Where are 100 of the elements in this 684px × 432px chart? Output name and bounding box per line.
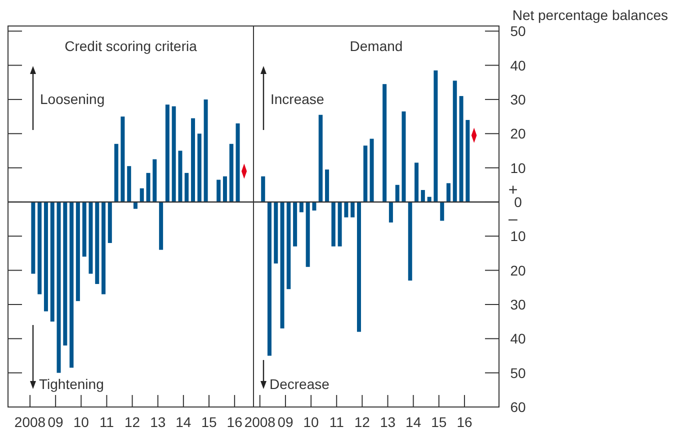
x-tick-label: 2008	[244, 414, 276, 430]
y-tick-label: 30	[510, 296, 526, 312]
y-tick-label: 40	[510, 57, 526, 74]
bar	[312, 202, 316, 211]
x-tick-label: 11	[99, 414, 114, 430]
bar	[76, 202, 80, 302]
bar	[395, 184, 400, 202]
bar	[382, 84, 387, 202]
bar	[191, 118, 196, 202]
bar	[229, 144, 234, 202]
bar	[466, 120, 470, 202]
bar	[363, 146, 368, 202]
bar	[102, 202, 106, 294]
y-tick-label: 50	[510, 364, 526, 381]
text: –	[508, 210, 518, 228]
bar	[338, 202, 342, 246]
bar	[140, 188, 144, 202]
x-tick-label: 15	[201, 414, 217, 430]
bar	[146, 172, 150, 202]
y-tick-label: 40	[510, 330, 526, 347]
y-tick-label: 20	[510, 262, 526, 278]
annotation: Loosening	[40, 91, 105, 107]
y-tick-label: 0	[514, 194, 522, 210]
bar	[44, 202, 48, 312]
bar	[280, 202, 284, 328]
bar	[261, 176, 266, 202]
bar	[408, 202, 412, 281]
annotation: Decrease	[270, 376, 330, 392]
x-tick-label: 11	[329, 414, 344, 430]
y-tick-label: 60	[510, 399, 526, 415]
bar	[414, 162, 419, 202]
bar	[286, 202, 291, 290]
text: Demand	[350, 38, 403, 54]
bar	[184, 172, 189, 202]
bar	[82, 202, 86, 257]
text: Credit scoring criteria	[64, 38, 198, 54]
bar	[222, 176, 227, 202]
y-tick-label: 30	[510, 91, 526, 108]
bar	[331, 202, 336, 246]
bar	[178, 150, 182, 202]
bar	[120, 116, 125, 202]
y-axis-title: Net percentage balances	[512, 7, 668, 23]
bar	[216, 180, 221, 202]
bar	[165, 104, 170, 202]
bar	[293, 202, 298, 246]
bar	[38, 202, 42, 294]
y-tick-label: 20	[510, 126, 526, 142]
annotation: Tightening	[39, 376, 104, 392]
bar	[446, 183, 450, 202]
bar	[420, 190, 425, 202]
bar	[356, 202, 361, 332]
bar	[299, 202, 304, 212]
bar	[440, 202, 444, 221]
bar	[70, 202, 74, 368]
bar	[402, 111, 406, 202]
bar	[63, 202, 68, 346]
bar	[306, 202, 310, 267]
x-tick-label: 15	[431, 414, 447, 430]
x-tick-label: 12	[124, 414, 140, 430]
y-tick-label: 10	[510, 160, 526, 176]
bar	[434, 70, 438, 202]
x-tick-label: 09	[48, 414, 64, 430]
bar	[370, 138, 374, 202]
x-tick-label: 16	[456, 414, 472, 430]
bar	[159, 202, 164, 250]
bar	[31, 202, 36, 274]
bar	[204, 99, 208, 202]
y-tick-label: 50	[510, 23, 526, 40]
bar	[267, 202, 272, 356]
bar	[350, 202, 355, 218]
bar	[318, 114, 323, 202]
x-tick-label: 10	[303, 414, 320, 430]
x-tick-label: 09	[278, 414, 294, 430]
bar	[236, 123, 240, 202]
x-tick-label: 12	[354, 414, 370, 430]
bar	[114, 144, 118, 202]
bar	[95, 202, 100, 284]
bar	[108, 202, 112, 243]
x-tick-label: 16	[226, 414, 243, 430]
x-tick-label: 13	[150, 414, 166, 430]
bar	[172, 106, 176, 202]
bar	[88, 202, 93, 274]
bar	[127, 166, 132, 202]
bar	[274, 202, 278, 264]
x-tick-label: 14	[176, 414, 192, 430]
bar	[152, 159, 157, 202]
y-tick-label: 10	[510, 228, 526, 244]
bar	[197, 134, 202, 202]
bar	[325, 170, 330, 202]
bar	[459, 96, 464, 202]
x-tick-label: 2008	[14, 414, 46, 430]
x-tick-label: 14	[406, 414, 422, 430]
bar	[452, 80, 457, 202]
bar	[50, 202, 54, 322]
x-tick-label: 13	[380, 414, 396, 430]
x-tick-label: 10	[73, 414, 90, 430]
annotation: Increase	[270, 91, 324, 107]
bar	[133, 202, 138, 209]
bar	[56, 202, 61, 373]
bar	[388, 202, 393, 222]
